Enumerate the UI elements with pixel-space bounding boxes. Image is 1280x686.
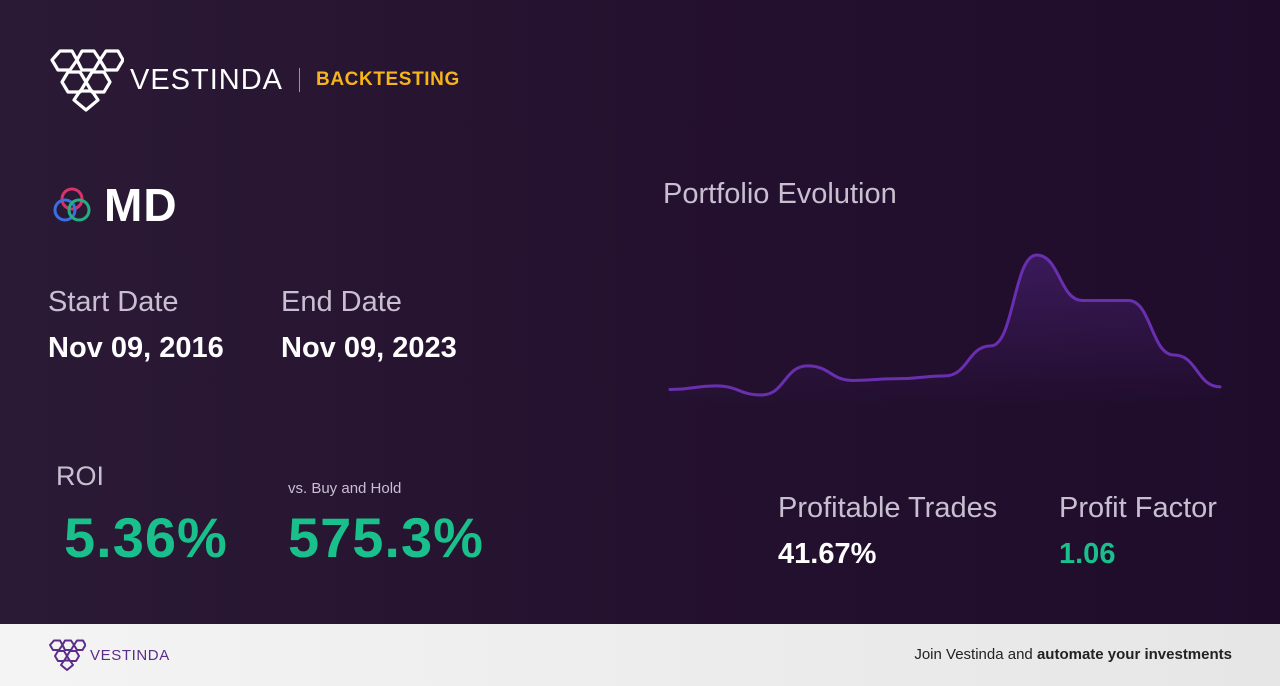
footer-brand[interactable]: VESTINDA [48,639,170,671]
footer-bar: VESTINDA Join Vestinda and automate your… [0,624,1280,686]
ticker-symbol: MD [104,179,178,231]
roi-value: 5.36% [64,506,228,569]
profit-factor-value: 1.06 [1059,538,1116,570]
buy-hold-value: 575.3% [288,506,484,569]
profitable-trades-value: 41.67% [778,538,877,570]
profit-factor-label: Profit Factor [1059,492,1217,524]
start-date-value: Nov 09, 2016 [48,332,224,364]
footer-cta[interactable]: Join Vestinda and automate your investme… [914,646,1232,663]
start-date-label: Start Date [48,286,179,318]
roi-label: ROI [56,461,105,491]
brand-name: VESTINDA [130,63,284,96]
circles-logo-icon [53,187,91,222]
footer-brand-name: VESTINDA [90,646,170,664]
end-date-label: End Date [281,286,402,318]
chart-title: Portfolio Evolution [663,178,897,210]
backtest-card: VESTINDA BACKTESTING MD Start Date Nov 0… [0,0,1280,624]
portfolio-chart [668,253,1222,405]
vestinda-logo-icon [50,49,124,112]
brand-header: VESTINDA BACKTESTING [48,48,460,112]
footer-cta-prefix: Join Vestinda and [914,646,1033,663]
brand-tag: BACKTESTING [316,69,460,90]
chart-series-line [668,253,1222,397]
chart-area-fill [670,255,1220,405]
end-date-value: Nov 09, 2023 [281,332,457,364]
brand-divider [299,68,301,92]
buy-hold-label: vs. Buy and Hold [288,480,402,497]
profitable-trades-label: Profitable Trades [778,492,998,524]
ticker-header: MD [52,178,178,232]
vestinda-footer-logo-icon [49,639,86,671]
footer-cta-bold: automate your investments [1036,646,1232,663]
